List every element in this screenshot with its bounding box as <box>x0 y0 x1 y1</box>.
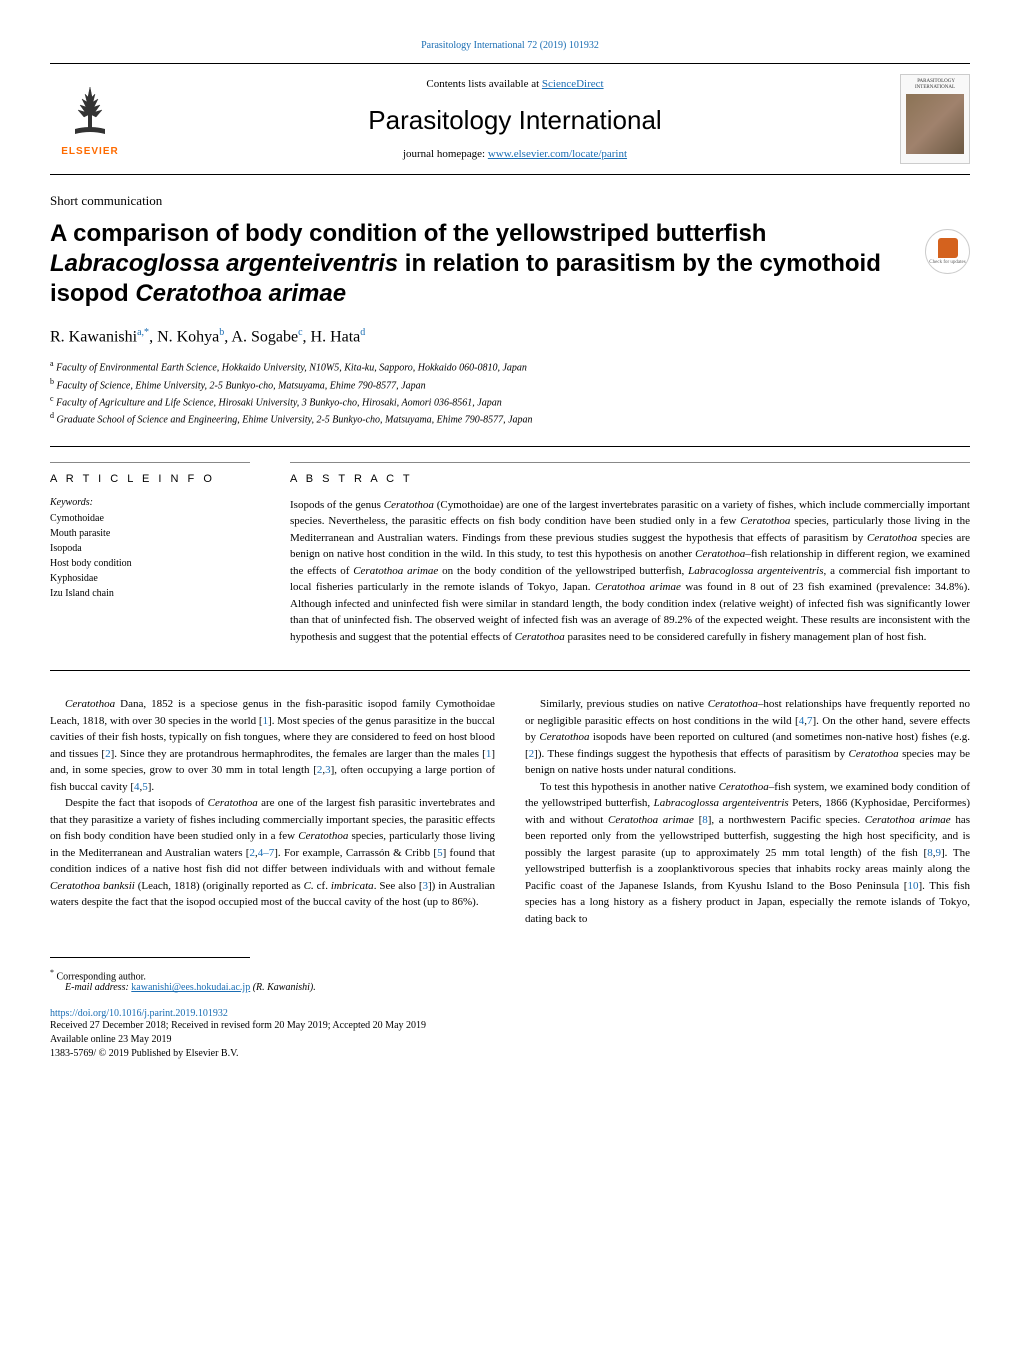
affiliation-item: a Faculty of Environmental Earth Science… <box>50 358 970 375</box>
cover-thumb-title: PARASITOLOGYINTERNATIONAL <box>915 79 955 90</box>
article-type: Short communication <box>50 193 970 209</box>
check-badge-text: Check for updates <box>929 260 965 265</box>
homepage-link[interactable]: www.elsevier.com/locate/parint <box>488 148 627 160</box>
keywords-label: Keywords: <box>50 497 250 508</box>
header-citation: Parasitology International 72 (2019) 101… <box>50 40 970 51</box>
crossmark-icon <box>938 238 958 258</box>
received-dates: Received 27 December 2018; Received in r… <box>50 1019 970 1033</box>
header-center: Contents lists available at ScienceDirec… <box>130 78 900 160</box>
abstract-label: A B S T R A C T <box>290 473 970 485</box>
journal-header-bar: ELSEVIER Contents lists available at Sci… <box>50 63 970 175</box>
keyword-item: Mouth parasite <box>50 526 250 541</box>
available-date: Available online 23 May 2019 <box>50 1033 970 1047</box>
homepage-line: journal homepage: www.elsevier.com/locat… <box>130 148 900 160</box>
body-paragraph: Despite the fact that isopods of Ceratot… <box>50 795 495 911</box>
keyword-item: Isopoda <box>50 541 250 556</box>
issn-copyright: 1383-5769/ © 2019 Published by Elsevier … <box>50 1047 970 1061</box>
affiliations: a Faculty of Environmental Earth Science… <box>50 358 970 427</box>
email-line: E-mail address: kawanishi@ees.hokudai.ac… <box>65 982 970 993</box>
body-paragraph: To test this hypothesis in another nativ… <box>525 779 970 928</box>
section-divider <box>50 670 970 671</box>
keyword-item: Cymothoidae <box>50 511 250 526</box>
check-updates-badge[interactable]: Check for updates <box>925 229 970 274</box>
keywords-column: A R T I C L E I N F O Keywords: Cymothoi… <box>50 462 250 646</box>
body-right-column: Similarly, previous studies on native Ce… <box>525 696 970 927</box>
journal-cover-thumb: PARASITOLOGYINTERNATIONAL <box>900 74 970 164</box>
footer-separator <box>50 957 250 958</box>
body-columns: Ceratothoa Dana, 1852 is a speciose genu… <box>50 696 970 927</box>
keyword-item: Host body condition <box>50 556 250 571</box>
body-paragraph: Similarly, previous studies on native Ce… <box>525 696 970 779</box>
elsevier-text: ELSEVIER <box>61 146 118 157</box>
keyword-item: Kyphosidae <box>50 571 250 586</box>
article-info-label: A R T I C L E I N F O <box>50 473 250 485</box>
abstract-section: A R T I C L E I N F O Keywords: Cymothoi… <box>50 446 970 646</box>
affiliation-item: c Faculty of Agriculture and Life Scienc… <box>50 393 970 410</box>
elsevier-tree-icon <box>60 82 120 142</box>
doi-link[interactable]: https://doi.org/10.1016/j.parint.2019.10… <box>50 1008 970 1019</box>
homepage-prefix: journal homepage: <box>403 148 488 160</box>
corresponding-author: * Corresponding author. <box>50 968 970 982</box>
email-link[interactable]: kawanishi@ees.hokudai.ac.jp <box>131 982 250 993</box>
affiliation-item: b Faculty of Science, Ehime University, … <box>50 376 970 393</box>
authors-list: R. Kawanishia,*, N. Kohyab, A. Sogabec, … <box>50 327 970 346</box>
contents-prefix: Contents lists available at <box>426 78 541 90</box>
sciencedirect-link[interactable]: ScienceDirect <box>542 78 604 90</box>
abstract-text: Isopods of the genus Ceratothoa (Cymotho… <box>290 497 970 646</box>
abstract-column: A B S T R A C T Isopods of the genus Cer… <box>290 462 970 646</box>
affiliation-item: d Graduate School of Science and Enginee… <box>50 410 970 427</box>
journal-name: Parasitology International <box>130 105 900 136</box>
cover-thumb-image <box>906 94 964 154</box>
contents-available-line: Contents lists available at ScienceDirec… <box>130 78 900 90</box>
keywords-list: CymothoidaeMouth parasiteIsopodaHost bod… <box>50 511 250 601</box>
keyword-item: Izu Island chain <box>50 586 250 601</box>
body-left-column: Ceratothoa Dana, 1852 is a speciose genu… <box>50 696 495 927</box>
article-title: A comparison of body condition of the ye… <box>50 219 910 309</box>
body-paragraph: Ceratothoa Dana, 1852 is a speciose genu… <box>50 696 495 795</box>
elsevier-logo: ELSEVIER <box>50 74 130 164</box>
